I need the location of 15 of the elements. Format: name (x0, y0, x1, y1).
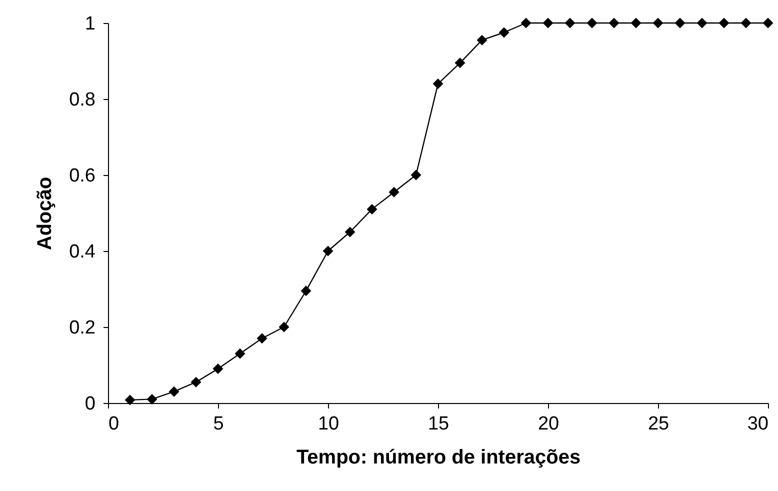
x-tick-label: 0 (108, 414, 120, 434)
x-tick-label: 30 (747, 414, 768, 434)
x-tick-label: 5 (213, 414, 224, 434)
y-tick-label: 1 (84, 14, 96, 34)
y-tick-label: 0 (84, 394, 96, 414)
x-tick-label: 25 (648, 414, 670, 434)
y-tick-label: 0.6 (69, 166, 96, 186)
y-axis-title: Adoção (34, 176, 56, 250)
x-tick-label: 20 (538, 414, 560, 434)
x-tick-label: 10 (318, 414, 340, 434)
x-tick-label: 15 (428, 414, 450, 434)
y-tick-label: 0.8 (69, 90, 96, 110)
y-tick-label: 0.2 (69, 318, 96, 338)
x-axis-title: Tempo: número de interações (296, 446, 581, 468)
y-tick-label: 0.4 (69, 242, 96, 262)
